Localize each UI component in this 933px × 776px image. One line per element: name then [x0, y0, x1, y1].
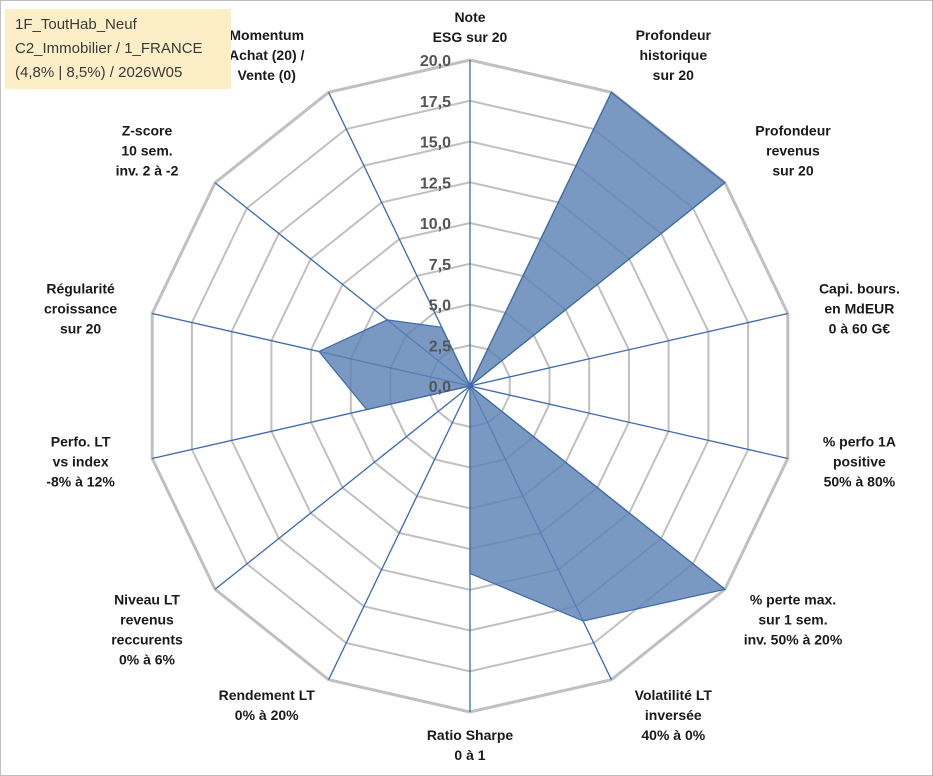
tick-label: 12,5: [420, 175, 451, 192]
tick-label: 17,5: [420, 94, 451, 111]
tick-label: 0,0: [429, 379, 451, 396]
axis-label: Niveau LT revenus reccurents 0% à 6%: [111, 592, 183, 668]
axis-label: Note ESG sur 20: [433, 9, 508, 45]
axis-spoke: [469, 312, 788, 387]
radar-axis-labels: Note ESG sur 20 Profondeur historique sur 20…: [44, 9, 900, 763]
axis-label: Momentum Achat (20) / Vente (0): [229, 27, 305, 83]
axis-label: % perfo 1A positive 50% à 80%: [823, 434, 896, 490]
axis-label: Perfo. LT vs index -8% à 12%: [46, 434, 115, 490]
axis-label: Z-score 10 sem. inv. 2 à -2: [116, 123, 179, 179]
axis-spoke: [469, 385, 788, 460]
axis-label: Rendement LT 0% à 20%: [219, 687, 316, 723]
axis-label: Capi. bours. en MdEUR 0 à 60 G€: [819, 281, 900, 337]
axis-label: % perte max. sur 1 sem. inv. 50% à 20%: [744, 592, 843, 648]
info-line-2: C2_Immobilier / 1_FRANCE: [15, 40, 203, 57]
tick-label: 20,0: [420, 53, 451, 70]
tick-label: 5,0: [429, 298, 451, 315]
axis-spoke: [328, 385, 471, 680]
axis-label: Volatilité LT inversée 40% à 0%: [635, 687, 713, 743]
info-box: 1F_ToutHab_Neuf C2_Immobilier / 1_FRANCE…: [5, 9, 231, 89]
axis-label: Profondeur historique sur 20: [636, 27, 712, 83]
axis-label: Profondeur revenus sur 20: [755, 123, 831, 179]
tick-label: 10,0: [420, 216, 451, 233]
info-line-3: (4,8% | 8,5%) / 2026W05: [15, 64, 183, 81]
series-area: [318, 91, 727, 622]
info-line-1: 1F_ToutHab_Neuf: [15, 16, 137, 33]
tick-label: 2,5: [429, 338, 451, 355]
tick-label: 15,0: [420, 135, 451, 152]
axis-spoke: [214, 385, 471, 590]
axis-label: Régularité croissance sur 20: [44, 281, 117, 337]
tick-label: 7,5: [429, 257, 451, 274]
radar-tick-labels: 0,0 2,5 5,0 7,5 10,0 12,5 15,0 17,5 20,0: [420, 53, 451, 396]
axis-label: Ratio Sharpe 0 à 1: [427, 727, 514, 763]
radar-series: [318, 91, 727, 622]
